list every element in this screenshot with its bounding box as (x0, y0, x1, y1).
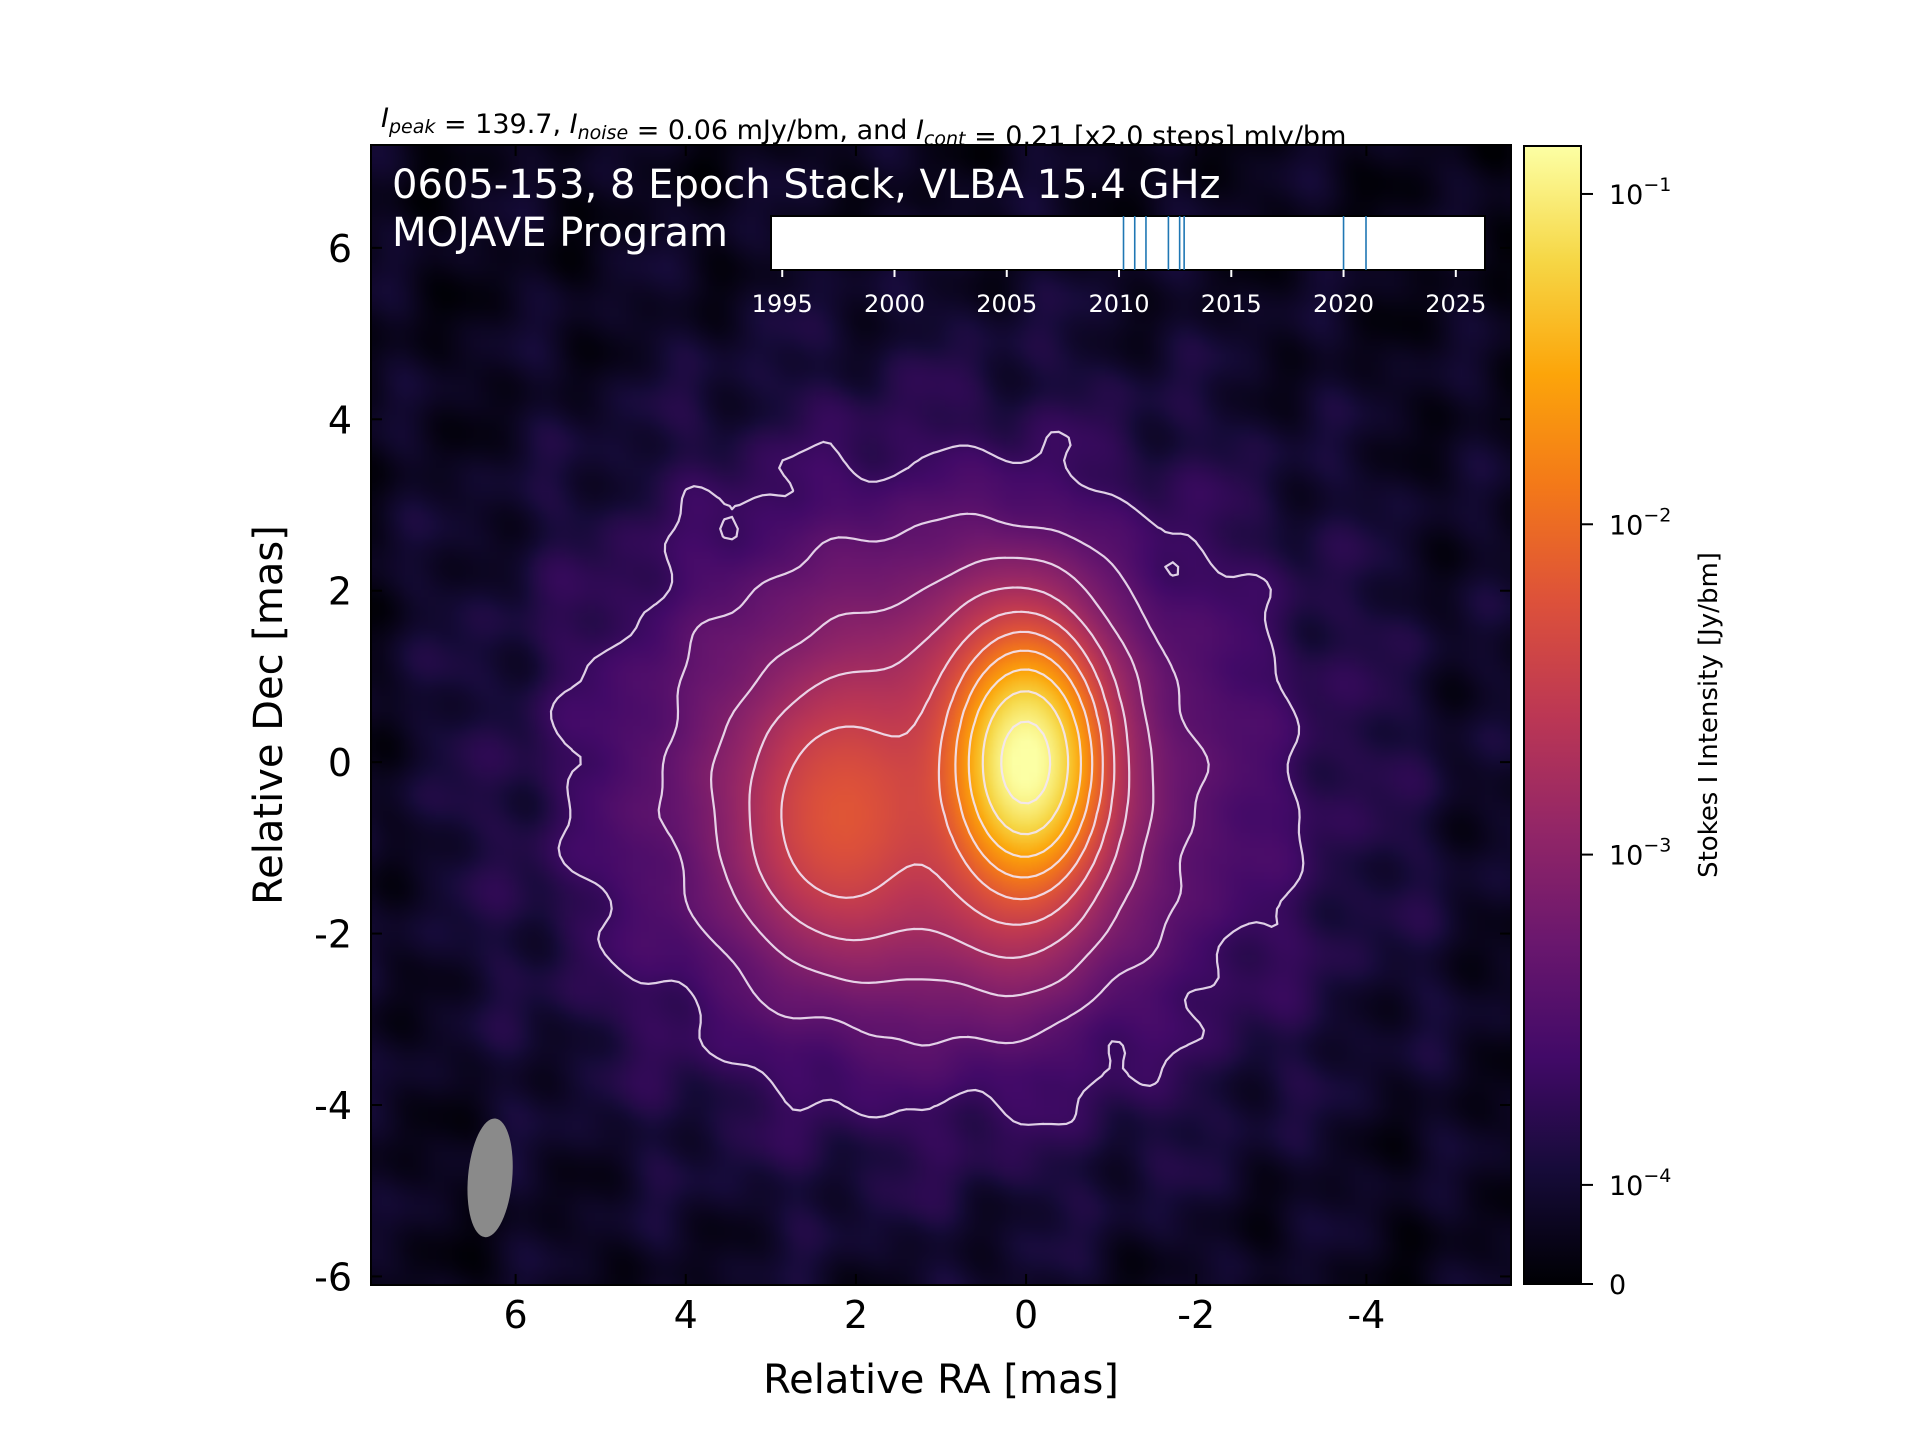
y-tick-label: 2 (328, 570, 352, 614)
contour-level (954, 649, 1094, 879)
contour-level (549, 430, 1305, 1126)
annotation-line: 0605-153, 8 Epoch Stack, VLBA 15.4 GHz (392, 162, 1221, 208)
colorbar-ticks: 10−110−210−310−40 (1581, 174, 1671, 1301)
colorbar-tick-base: 10 (1609, 180, 1643, 211)
y-tick-label: 6 (328, 227, 352, 271)
timeline-ticks: 1995 2000 2005 2010 2015 2020 2025 (752, 270, 1486, 318)
title-part: I (381, 103, 389, 134)
x-tick-label: 4 (674, 1293, 698, 1337)
epoch-timeline: 1995 2000 2005 2010 2015 2020 2025 (752, 215, 1486, 318)
colorbar-tick-base: 0 (1609, 1270, 1626, 1301)
title-subscript: peak (388, 116, 436, 138)
timeline-tick-label: 2025 (1425, 290, 1486, 318)
y-tick-label: 4 (328, 398, 352, 442)
colorbar-tick-label: 10−3 (1609, 835, 1671, 872)
title-part: = 0.06 mJy/bm, and (628, 115, 916, 146)
y-tick-label: -6 (314, 1255, 352, 1299)
colorbar-tick-label: 10−2 (1609, 504, 1671, 541)
contour-level (780, 610, 1116, 926)
annotation-line: MOJAVE Program (392, 210, 728, 256)
colorbar-label: Stokes I Intensity [Jy/bm] (1694, 552, 1724, 878)
intensity-image (371, 145, 1511, 1285)
colorbar-tick-base: 10 (1609, 1171, 1643, 1202)
y-tick-label: 0 (328, 741, 352, 785)
title-part: = 139.7, (435, 109, 569, 140)
timeline-box (770, 215, 1486, 271)
colorbar-tick-exponent: −1 (1643, 174, 1671, 196)
colorbar-tick-label: 0 (1609, 1270, 1626, 1301)
contour-level (710, 556, 1155, 998)
x-tick-label: 6 (504, 1293, 528, 1337)
contour-level (937, 630, 1104, 901)
colorbar-tick-exponent: −4 (1643, 1165, 1671, 1187)
timeline-tick-label: 1995 (752, 290, 813, 318)
y-tick-label: -4 (314, 1084, 352, 1128)
colorbar-tick-base: 10 (1609, 841, 1643, 872)
x-tick-label: -2 (1177, 1293, 1215, 1337)
colorbar-tick-exponent: −2 (1643, 504, 1671, 526)
title-part: I (570, 109, 578, 140)
contour-level (748, 586, 1131, 959)
x-axis-ticks: 6 4 2 0 -2 -4 (504, 145, 1385, 1337)
y-axis-ticks: 6 4 2 0 -2 -4 -6 (314, 227, 1511, 1299)
plot-frame (370, 144, 1512, 1286)
contour-level (981, 690, 1070, 836)
x-axis-label: Relative RA [mas] (763, 1357, 1119, 1403)
x-tick-label: -4 (1347, 1293, 1385, 1337)
colorbar-tick-base: 10 (1609, 510, 1643, 541)
colorbar-tick-label: 10−1 (1609, 174, 1671, 211)
timeline-epochs (1122, 216, 1367, 270)
source-annotation: 0605-153, 8 Epoch Stack, VLBA 15.4 GHz MO… (392, 162, 1221, 256)
timeline-tick-label: 2010 (1088, 290, 1149, 318)
timeline-tick-label: 2020 (1313, 290, 1374, 318)
y-axis-label: Relative Dec [mas] (246, 525, 292, 905)
contour-level (1000, 720, 1052, 805)
x-tick-label: 0 (1014, 1293, 1038, 1337)
contour-level (657, 512, 1210, 1047)
title-part: I (916, 115, 924, 146)
contour-level (967, 668, 1082, 858)
title-subscript: noise (578, 122, 629, 144)
timeline-tick-label: 2015 (1201, 290, 1262, 318)
colorbar-tick-label: 10−4 (1609, 1165, 1671, 1202)
contour-lines (549, 430, 1305, 1126)
beam-ellipse (467, 1118, 513, 1238)
colorbar (1523, 145, 1582, 1285)
x-tick-label: 2 (844, 1293, 868, 1337)
timeline-tick-label: 2005 (976, 290, 1037, 318)
colorbar-tick-exponent: −3 (1643, 835, 1671, 857)
y-tick-label: -2 (314, 913, 352, 957)
timeline-tick-label: 2000 (864, 290, 925, 318)
